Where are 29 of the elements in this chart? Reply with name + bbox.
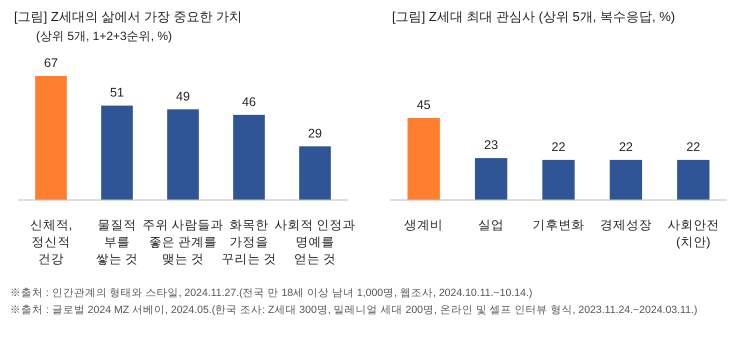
x-tick-label: 주위 사람들과 좋은 관계를 맺는 것 (142, 218, 224, 266)
data-label: 49 (176, 89, 190, 104)
chart-title: [그림] Z세대 최대 관심사 (상위 5개, 복수응답, %) (392, 9, 676, 24)
x-tick-label: 기후변화 (532, 218, 584, 232)
data-label: 22 (552, 140, 566, 154)
x-tick-label: 사회안전 (치안) (667, 218, 720, 249)
data-label: 45 (416, 98, 431, 112)
data-label: 29 (308, 126, 322, 140)
x-tick-label: 생계비 (404, 218, 444, 232)
bar (101, 106, 133, 200)
bar (299, 146, 331, 200)
x-tick-label: 경제성장 (600, 218, 652, 232)
x-tick-label: 신체적, 정신적 건강 (30, 218, 72, 266)
x-tick-label: 물질적 부를 쌓는 것 (96, 218, 138, 266)
bar (167, 109, 199, 200)
data-label: 46 (242, 94, 256, 109)
chart-subtitle: (상위 5개, 1+2+3순위, %) (36, 29, 172, 43)
x-tick-label: 사회적 인정과 명예를 얻는 것 (274, 218, 356, 266)
data-label: 22 (686, 140, 700, 154)
bar (233, 114, 265, 200)
data-label: 51 (110, 86, 124, 100)
data-label: 23 (484, 138, 498, 152)
text: ※출처 : 글로벌 2024 MZ 서베이, 2024.05.(한국 조사: Z세대 300명, 밀레니얼 세대 200명, 온라인 및 셀프 인터뷰 형식, 2023.11.24.~2024.03.11.) (10, 304, 698, 316)
x-tick-label: 실업 (478, 218, 504, 232)
data-label: 67 (44, 56, 58, 70)
bar (35, 76, 67, 200)
data-label: 22 (618, 140, 633, 154)
chart-title: [그림] Z세대의 삶에서 가장 중요한 가치 (14, 9, 242, 24)
text: ※출처 : 인간관계의 형태와 스타일, 2024.11.27.(전국 만 18세 이상 남녀 1,000명, 웹조사, 2024.10.11.~10.14.) (10, 287, 532, 299)
